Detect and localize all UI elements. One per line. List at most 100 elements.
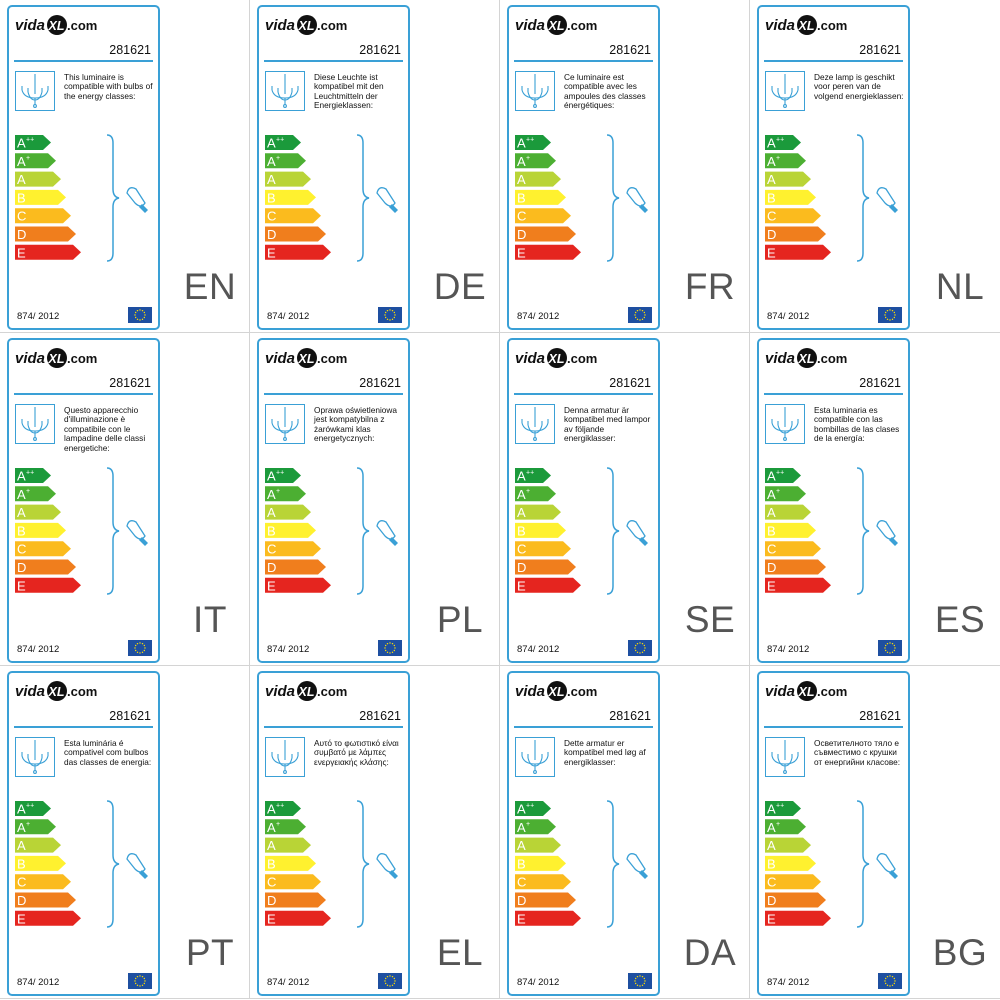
bulb-icon [356, 800, 398, 928]
language-code: IT [193, 599, 227, 640]
svg-text:A: A [17, 469, 26, 484]
svg-text:+: + [276, 488, 280, 495]
product-code: 281621 [609, 43, 651, 57]
energy-class-bar: C [515, 208, 571, 224]
energy-class-bar: E [265, 577, 331, 593]
energy-label-card: vida XL .com 281621 Dette armatur er kompati… [507, 671, 660, 996]
svg-text:A: A [517, 172, 526, 187]
product-code: 281621 [109, 709, 151, 723]
energy-class-bar: C [515, 541, 571, 557]
vidaxl-logo: vida XL .com [765, 681, 847, 701]
label-cell-da: vida XL .com 281621 Dette armatur er kompati… [500, 666, 750, 999]
bulb-icon [606, 800, 648, 928]
svg-text:E: E [267, 245, 276, 260]
energy-class-bar: D [265, 559, 326, 575]
energy-label-card: vida XL .com 281621 Diese Leuchte ist kompat… [257, 5, 410, 330]
svg-text:XL: XL [48, 19, 65, 33]
svg-text:D: D [767, 893, 776, 908]
svg-text:A: A [17, 154, 26, 169]
svg-text:A: A [517, 154, 526, 169]
energy-label-card: vida XL .com 281621 Осветителното тяло е съв… [757, 671, 910, 996]
svg-text:D: D [17, 893, 26, 908]
regulation-number: 874/ 2012 [17, 311, 60, 322]
svg-text:A: A [517, 802, 526, 817]
language-code: NL [935, 266, 985, 307]
energy-class-bar: E [265, 244, 331, 260]
chandelier-icon [15, 71, 55, 111]
energy-class-bar: B [515, 522, 566, 538]
regulation-number: 874/ 2012 [17, 977, 60, 988]
svg-text:D: D [267, 560, 276, 575]
eu-flag-icon [128, 307, 152, 323]
energy-class-bar: A [515, 837, 561, 853]
svg-text:B: B [267, 856, 276, 871]
energy-class-bar: B [515, 189, 566, 205]
svg-text:vida: vida [515, 683, 545, 700]
regulation-number: 874/ 2012 [767, 977, 810, 988]
bulb-icon [106, 467, 148, 595]
svg-text:++: ++ [526, 803, 534, 810]
divider [764, 60, 903, 62]
product-code: 281621 [609, 376, 651, 390]
svg-text:vida: vida [265, 350, 295, 367]
chandelier-icon [515, 404, 555, 444]
eu-flag-icon [878, 640, 902, 656]
product-code: 281621 [859, 376, 901, 390]
svg-text:++: ++ [276, 470, 284, 477]
svg-text:D: D [517, 893, 526, 908]
bulb-icon [856, 134, 898, 262]
svg-text:D: D [767, 227, 776, 242]
bulb-icon [606, 134, 648, 262]
divider [264, 726, 403, 728]
svg-text:A: A [267, 505, 276, 520]
energy-class-bar: A + [515, 819, 556, 835]
regulation-number: 874/ 2012 [517, 977, 560, 988]
divider [764, 393, 903, 395]
svg-text:.com: .com [67, 684, 97, 699]
energy-class-bar: A + [765, 486, 806, 502]
energy-class-bar: D [765, 559, 826, 575]
svg-text:vida: vida [765, 350, 795, 367]
svg-text:+: + [26, 155, 30, 162]
regulation-number: 874/ 2012 [517, 311, 560, 322]
svg-text:vida: vida [265, 683, 295, 700]
svg-text:B: B [767, 856, 776, 871]
svg-text:A: A [267, 469, 276, 484]
svg-text:A: A [267, 802, 276, 817]
svg-text:++: ++ [26, 137, 34, 144]
compatibility-text: Αυτό το φωτιστικό είναι συμβατό με λάμπε… [314, 738, 399, 767]
energy-class-bar: A ++ [515, 801, 551, 817]
vidaxl-logo: vida XL .com [515, 15, 597, 35]
label-cell-bg: vida XL .com 281621 Осветителното тяло е съв… [750, 666, 1000, 999]
energy-class-bar: B [15, 855, 66, 871]
energy-class-bar: D [515, 559, 576, 575]
vidaxl-logo: vida XL .com [265, 681, 347, 701]
svg-text:E: E [267, 911, 276, 926]
svg-text:XL: XL [798, 685, 815, 699]
eu-flag-icon [878, 307, 902, 323]
chandelier-icon [765, 71, 805, 111]
svg-text:XL: XL [298, 19, 315, 33]
svg-text:+: + [276, 821, 280, 828]
svg-text:+: + [276, 155, 280, 162]
label-cell-en: vida XL .com 281621 This luminaire is compat… [0, 0, 250, 333]
bulb-icon [856, 800, 898, 928]
energy-class-bar: E [15, 910, 81, 926]
product-code: 281621 [859, 43, 901, 57]
svg-text:XL: XL [548, 685, 565, 699]
svg-text:A: A [17, 136, 26, 151]
compatibility-text: Осветителното тяло е съвместимо с крушки… [814, 738, 901, 767]
svg-text:.com: .com [567, 684, 597, 699]
svg-text:B: B [17, 523, 26, 538]
energy-class-bar: E [515, 910, 581, 926]
svg-text:+: + [526, 821, 530, 828]
svg-text:C: C [17, 209, 26, 224]
svg-text:B: B [517, 523, 526, 538]
compatibility-text: Oprawa oświetleniowa jest kompatybilna z… [314, 405, 398, 444]
svg-text:XL: XL [298, 685, 315, 699]
divider [514, 726, 653, 728]
svg-text:D: D [767, 560, 776, 575]
divider [264, 60, 403, 62]
